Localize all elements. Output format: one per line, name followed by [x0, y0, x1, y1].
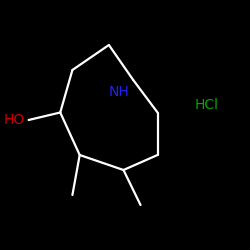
Text: HCl: HCl: [194, 98, 218, 112]
Text: NH: NH: [108, 86, 129, 100]
Text: HO: HO: [4, 113, 25, 127]
